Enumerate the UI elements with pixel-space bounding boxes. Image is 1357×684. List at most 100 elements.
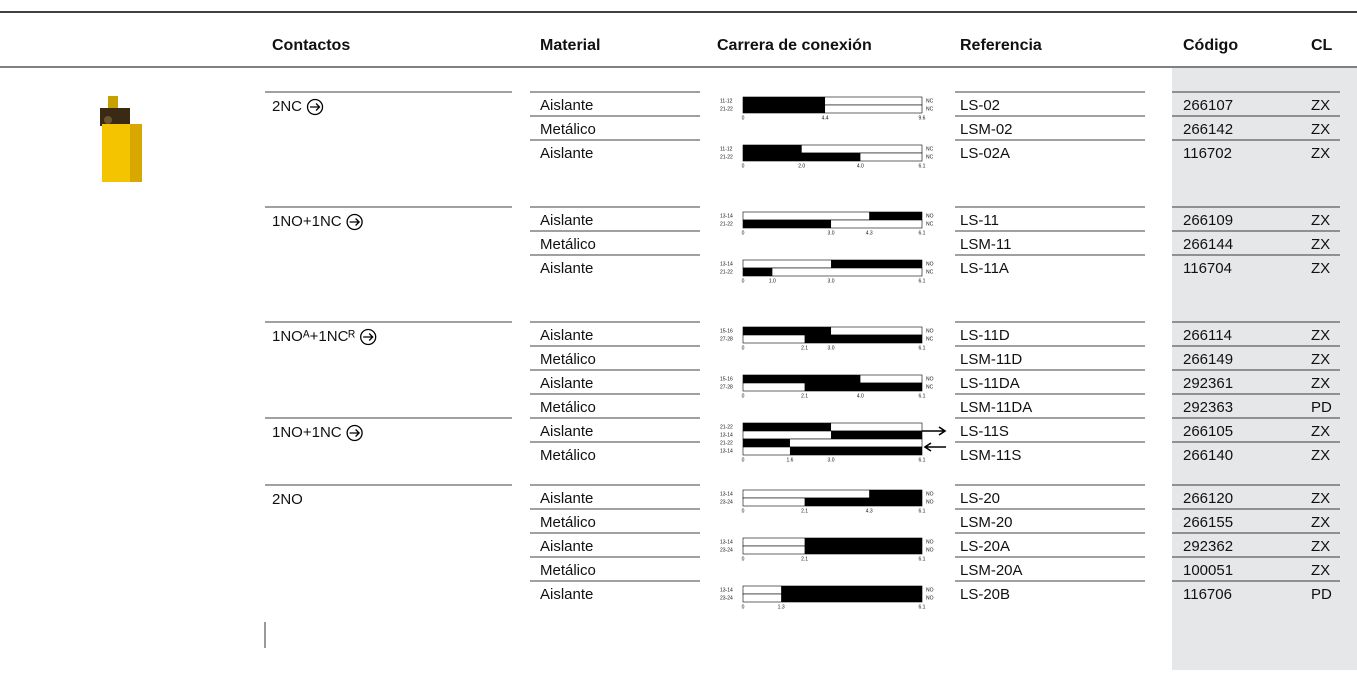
contacts: 1NO+1NC	[272, 424, 342, 441]
travel-tick: 2.1	[801, 345, 808, 351]
travel-tick: 2.1	[801, 556, 808, 562]
contact-label: 13-14	[720, 587, 733, 593]
material: Aislante	[540, 97, 593, 114]
contacts: 1NO+1NC	[272, 213, 342, 230]
contact-label: 11-12	[720, 98, 733, 104]
material: Metálico	[540, 121, 596, 138]
codigo: 266120	[1183, 490, 1233, 507]
referencia: LS-20B	[960, 586, 1010, 603]
closed-segment	[743, 145, 802, 153]
material: Aislante	[540, 490, 593, 507]
column-header: Material	[540, 37, 600, 54]
travel-tick: 0	[742, 508, 745, 514]
contact-state: NC	[926, 269, 934, 275]
referencia: LSM-20	[960, 514, 1013, 531]
contacts: 1NOᴬ+1NCᴿ	[272, 328, 355, 345]
material: Aislante	[540, 538, 593, 555]
material: Aislante	[540, 212, 593, 229]
contact-state: NC	[926, 146, 934, 152]
material: Metálico	[540, 562, 596, 579]
travel-tick: 6.1	[919, 556, 926, 562]
referencia: LSM-11D	[960, 351, 1022, 368]
contact-label: 27-28	[720, 336, 733, 342]
cl: ZX	[1311, 351, 1330, 368]
codigo: 100051	[1183, 562, 1233, 579]
closed-segment	[869, 490, 922, 498]
travel-tick: 2.0	[798, 163, 805, 169]
column-header: Referencia	[960, 37, 1042, 54]
contact-state: NO	[926, 595, 934, 601]
positive-opening-icon	[346, 213, 363, 231]
travel-tick: 2.1	[801, 508, 808, 514]
material: Aislante	[540, 586, 593, 603]
travel-tick: 6.1	[919, 457, 926, 463]
codigo: 266109	[1183, 212, 1233, 229]
travel-tick: 1.3	[778, 604, 785, 610]
contacts: 2NO	[272, 491, 303, 508]
product-image	[100, 96, 142, 182]
positive-opening-icon	[346, 424, 363, 442]
referencia: LS-20	[960, 490, 1000, 507]
travel-tick: 0	[742, 163, 745, 169]
travel-tick: 0	[742, 115, 745, 121]
cl: ZX	[1311, 260, 1330, 277]
contact-label: 21-22	[720, 424, 733, 430]
column-header: Carrera de conexión	[717, 37, 872, 54]
material: Metálico	[540, 514, 596, 531]
travel-tick: 0	[742, 457, 745, 463]
travel-tick: 4.3	[866, 230, 873, 236]
referencia: LSM-20A	[960, 562, 1023, 579]
contact-label: 21-22	[720, 440, 733, 446]
referencia: LSM-11DA	[960, 399, 1032, 416]
material: Metálico	[540, 236, 596, 253]
codigo: 116704	[1183, 260, 1232, 277]
material: Metálico	[540, 447, 596, 464]
referencia: LS-11DA	[960, 375, 1020, 392]
contact-label: 27-28	[720, 384, 733, 390]
travel-tick: 6.1	[919, 163, 926, 169]
material: Aislante	[540, 327, 593, 344]
cl: PD	[1311, 586, 1332, 603]
closed-segment	[781, 594, 922, 602]
contact-label: 15-16	[720, 376, 733, 382]
closed-segment	[869, 212, 922, 220]
travel-tick: 3.0	[828, 345, 835, 351]
travel-tick: 0	[742, 230, 745, 236]
material: Metálico	[540, 399, 596, 416]
contact-state: NO	[926, 491, 934, 497]
material: Aislante	[540, 145, 593, 162]
travel-tick: 1.0	[769, 278, 776, 284]
contact-label: 23-24	[720, 547, 733, 553]
positive-opening-icon	[349, 429, 361, 437]
travel-tick: 3.0	[828, 278, 835, 284]
contact-state: NO	[926, 499, 934, 505]
travel-tick: 6.1	[919, 278, 926, 284]
contact-state: NO	[926, 213, 934, 219]
contact-label: 21-22	[720, 221, 733, 227]
cl: PD	[1311, 399, 1332, 416]
referencia: LS-11D	[960, 327, 1010, 344]
contact-label: 21-22	[720, 269, 733, 275]
positive-opening-icon	[349, 218, 361, 226]
positive-opening-icon	[363, 333, 374, 341]
cl: ZX	[1311, 121, 1330, 138]
closed-segment	[743, 423, 832, 431]
column-header: Contactos	[272, 37, 350, 54]
closed-segment	[743, 327, 832, 335]
contact-state: NC	[926, 98, 934, 104]
closed-segment	[743, 220, 832, 228]
contact-state: NC	[926, 154, 934, 160]
column-header: CL	[1311, 37, 1333, 54]
referencia: LS-02	[960, 97, 1000, 114]
cl: ZX	[1311, 538, 1330, 555]
contact-state: NC	[926, 221, 934, 227]
closed-segment	[743, 268, 773, 276]
material: Metálico	[540, 351, 596, 368]
cl: ZX	[1311, 212, 1330, 229]
codigo: 266114	[1183, 327, 1232, 344]
cl: ZX	[1311, 145, 1330, 162]
travel-tick: 6.1	[919, 604, 926, 610]
travel-tick: 3.0	[828, 230, 835, 236]
cl: ZX	[1311, 236, 1330, 253]
